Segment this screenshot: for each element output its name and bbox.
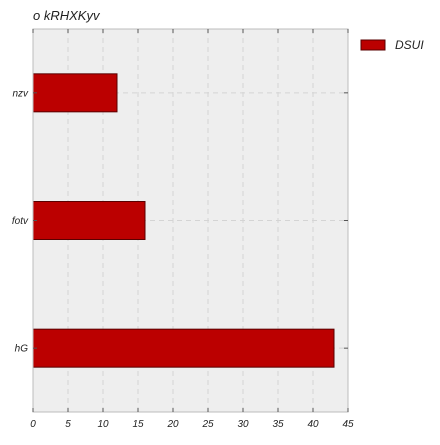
- x-tick-label: 15: [132, 419, 144, 430]
- bars: [32, 73, 335, 368]
- y-tick-label: hG: [15, 344, 29, 355]
- chart-title: o kRHXKyv: [33, 8, 100, 23]
- legend-label: DSUI: [395, 38, 424, 52]
- legend: DSUI: [360, 38, 424, 52]
- axes: 0 5 10 15 20 25 30 35 40 45 nzv fotv hG: [12, 28, 354, 430]
- y-tick-label: fotv: [12, 216, 29, 227]
- y-tick-label: nzv: [12, 88, 29, 99]
- x-tick-label: 25: [201, 419, 214, 430]
- x-tick-label: 10: [97, 419, 109, 430]
- x-tick-label: 20: [166, 419, 179, 430]
- legend-swatch: [360, 39, 386, 51]
- x-tick-label: 30: [237, 419, 249, 430]
- x-tick-label: 35: [272, 419, 284, 430]
- bar-fotv: [32, 201, 146, 240]
- x-tick-label: 5: [65, 419, 71, 430]
- bar-nzv: [32, 73, 118, 113]
- x-tick-label: 0: [30, 419, 36, 430]
- x-tick-label: 40: [307, 419, 319, 430]
- x-tick-label: 45: [342, 419, 354, 430]
- bar-hG: [32, 328, 335, 368]
